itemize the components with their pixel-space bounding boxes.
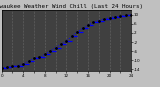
Title: Milwaukee Weather Wind Chill (Last 24 Hours): Milwaukee Weather Wind Chill (Last 24 Ho…	[0, 4, 143, 9]
